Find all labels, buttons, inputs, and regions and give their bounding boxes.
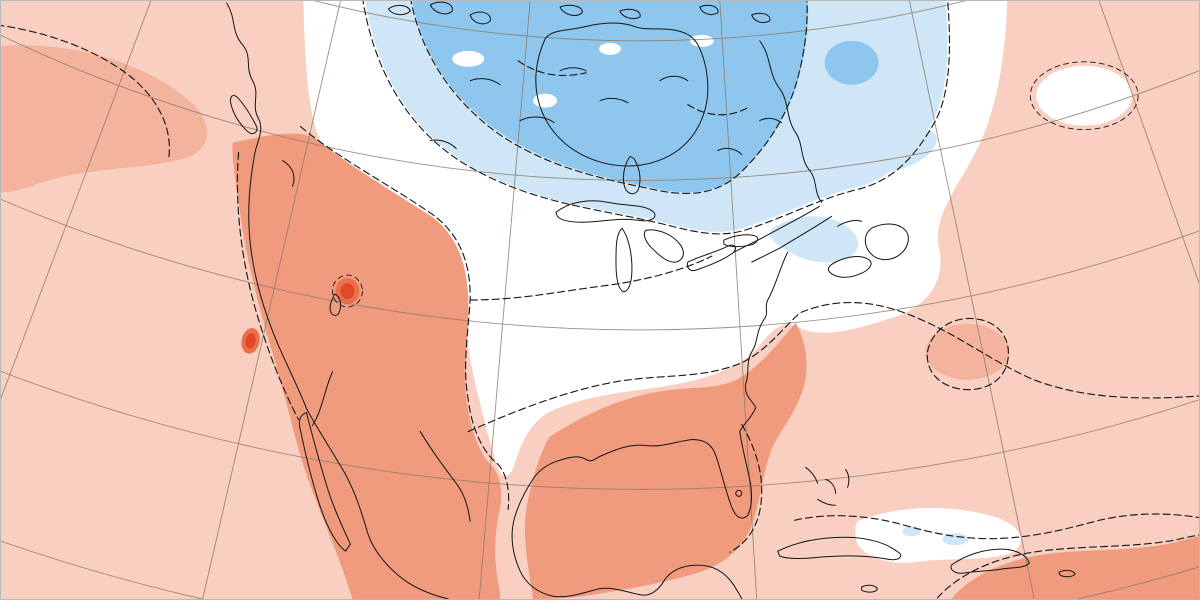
anticosti-island <box>837 220 863 227</box>
hudson-bay <box>535 22 709 167</box>
contour-line <box>517 60 587 76</box>
neutral-patch-northwest-atlantic <box>1036 65 1133 126</box>
hot-spot-core-2 <box>245 332 256 349</box>
contour-line <box>299 126 510 510</box>
neutral-hole-1 <box>452 50 485 67</box>
cold-speck-bahamas-2 <box>902 526 921 537</box>
warm-anomaly-medium-patches <box>1 45 1010 380</box>
great-salt-lake <box>329 293 342 316</box>
island <box>751 12 771 24</box>
island <box>429 1 453 15</box>
warm-region-southern-us <box>524 322 807 599</box>
meridian-line <box>909 1 1035 599</box>
lake-squiggle <box>559 67 587 72</box>
atlantic-gulf-coastline <box>511 251 789 599</box>
island <box>387 4 411 16</box>
st-lawrence-south-bank <box>733 205 821 253</box>
lake-superior <box>555 200 656 223</box>
cold-arm-labrador-sea <box>856 126 937 173</box>
cold-anomaly-regions <box>365 1 969 546</box>
island <box>619 8 641 20</box>
cuba-island <box>777 536 902 561</box>
pacific-coastline <box>226 2 449 599</box>
lake-huron <box>643 229 684 263</box>
bahamas-islands <box>805 466 850 506</box>
contour-line <box>236 151 300 421</box>
lake-squiggle <box>519 116 555 124</box>
contour-line <box>729 424 763 553</box>
contour-line <box>687 104 749 116</box>
nova-scotia <box>827 256 872 278</box>
warm-anomaly-strong-regions <box>232 133 1199 599</box>
rio-grande <box>419 431 471 522</box>
st-lawrence-north-bank <box>751 215 833 263</box>
lake-erie <box>686 244 736 272</box>
island <box>699 4 719 16</box>
lake-squiggle <box>429 139 457 150</box>
puerto-rico-island <box>1058 569 1076 578</box>
baja-california-coastline <box>298 412 351 552</box>
meridian-line <box>1098 1 1199 285</box>
warm-patch-west-atlantic <box>925 323 1010 380</box>
island <box>559 4 583 16</box>
cold-lobe-gulf-st-lawrence <box>769 216 859 263</box>
island <box>825 478 837 494</box>
warm-region-western-us <box>232 133 502 599</box>
contour-line <box>1 24 170 160</box>
contour-ring-hotspot <box>331 274 363 308</box>
neutral-hole-2 <box>533 93 558 108</box>
contour-line <box>936 534 1199 599</box>
lake-michigan <box>615 227 633 293</box>
contour-ring-atlantic <box>1029 61 1139 131</box>
colorado-river <box>311 371 333 427</box>
lake-okeechobee <box>735 489 743 497</box>
hispaniola-island <box>950 548 1030 574</box>
neutral-hole-3 <box>599 42 621 55</box>
contour-line <box>410 1 808 194</box>
contour-line <box>469 255 713 301</box>
cold-region-medium <box>412 1 809 193</box>
warm-region-caribbean-southeast <box>951 536 1199 599</box>
vancouver-island <box>229 95 258 135</box>
island <box>845 468 850 488</box>
coastlines <box>226 1 1076 599</box>
cold-speck-bahamas-1 <box>942 533 969 546</box>
lake-squiggle <box>717 147 743 155</box>
jamaica-island <box>861 584 879 593</box>
columbia-river <box>282 159 295 187</box>
lake-ontario <box>723 234 759 248</box>
contour-line <box>362 1 951 235</box>
island <box>805 466 819 484</box>
island <box>817 498 837 506</box>
warm-patch-northeast-pacific <box>1 45 208 193</box>
contour-line <box>794 513 1199 540</box>
warm-anomaly-extreme-spots <box>241 278 360 354</box>
james-bay <box>622 155 641 195</box>
contour-line <box>926 317 1009 391</box>
lake-squiggle <box>469 78 501 86</box>
cold-spot-quebec <box>824 40 879 85</box>
neutral-hole-4 <box>689 34 714 47</box>
lake-squiggle <box>659 75 689 82</box>
meridian-line <box>478 1 531 599</box>
hot-spot-core-1 <box>340 283 355 300</box>
island <box>469 11 491 25</box>
parallel-line <box>315 1 965 41</box>
meridian-line <box>719 1 758 599</box>
meridian-line <box>1 1 152 400</box>
labrador-coastline <box>759 40 823 203</box>
meridian-line <box>202 1 341 599</box>
newfoundland-island <box>864 223 909 261</box>
arctic-islands <box>387 1 771 25</box>
neutral-patch-bahamas <box>855 508 1021 563</box>
lake-squiggle <box>599 97 629 104</box>
great-lakes <box>555 200 759 293</box>
